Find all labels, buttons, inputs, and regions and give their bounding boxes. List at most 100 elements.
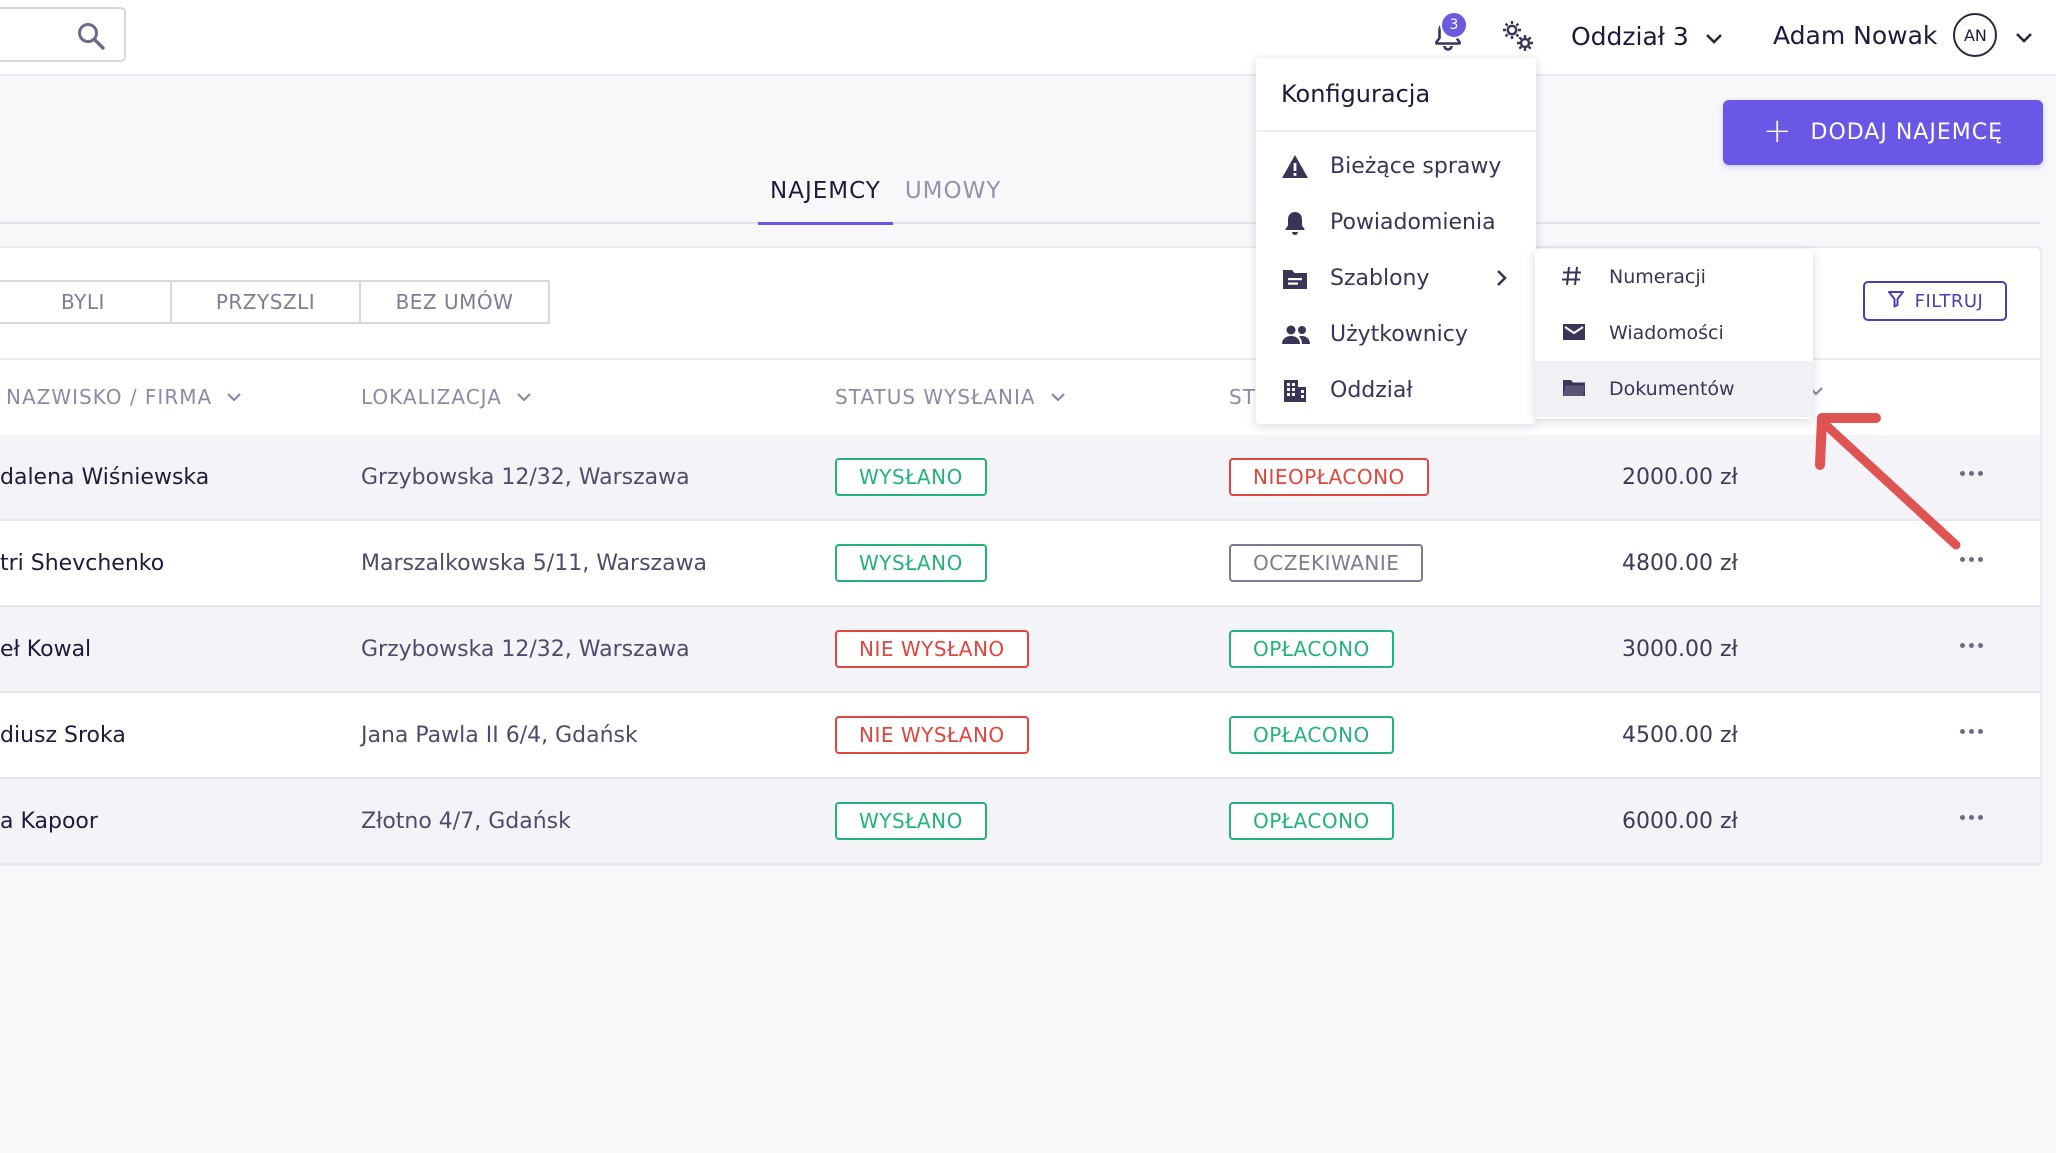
status-segments: BYLI PRZYSZLI BEZ UMÓW	[0, 280, 550, 324]
add-tenant-button[interactable]: + DODAJ NAJEMCĘ	[1723, 100, 2043, 165]
config-menu-title: Konfiguracja	[1281, 80, 1431, 108]
column-payment-status[interactable]: ST	[1229, 385, 1256, 409]
column-send-status[interactable]: STATUS WYSŁANIA	[835, 385, 1066, 409]
table-row[interactable]: eł Kowal Grzybowska 12/32, Warszawa NIE …	[0, 607, 2040, 693]
submenu-item-label: Numeracji	[1609, 266, 1706, 288]
menu-item-label: Powiadomienia	[1330, 209, 1496, 235]
warning-icon	[1281, 153, 1309, 181]
rent-amount: 4800.00 zł	[1622, 550, 1738, 576]
branch-label: Oddział 3	[1571, 21, 1689, 51]
building-icon	[1281, 377, 1309, 405]
tenant-name: dalena Wiśniewska	[0, 464, 210, 490]
chevron-right-icon	[1496, 268, 1508, 293]
menu-item-label: Bieżące sprawy	[1330, 153, 1502, 179]
submenu-item-label: Wiadomości	[1609, 322, 1724, 344]
submenu-item-messages[interactable]: Wiadomości	[1535, 305, 1813, 361]
table-row[interactable]: tri Shevchenko Marszalkowska 5/11, Warsz…	[0, 521, 2040, 607]
tenant-name: diusz Sroka	[0, 722, 126, 748]
segment-future[interactable]: PRZYSZLI	[170, 280, 361, 324]
table-row[interactable]: diusz Sroka Jana Pawla II 6/4, Gdańsk NI…	[0, 693, 2040, 779]
row-actions-icon[interactable]	[1960, 471, 1983, 476]
rent-amount: 2000.00 zł	[1622, 464, 1738, 490]
user-name: Adam Nowak	[1773, 20, 1938, 50]
payment-status-badge: OCZEKIWANIE	[1229, 544, 1424, 582]
payment-status-badge: OPŁACONO	[1229, 716, 1394, 754]
menu-item-label: Szablony	[1330, 265, 1430, 291]
gears-icon[interactable]	[1500, 18, 1536, 54]
chevron-down-icon	[1705, 22, 1723, 51]
tenant-name: eł Kowal	[0, 636, 92, 662]
templates-submenu: Numeracji Wiadomości Dokumentów	[1535, 249, 1813, 419]
table-row[interactable]: a Kapoor Złotno 4/7, Gdańsk WYSŁANO OPŁA…	[0, 779, 2040, 865]
bell-icon	[1281, 209, 1309, 237]
tenant-location: Złotno 4/7, Gdańsk	[361, 808, 571, 834]
search-input[interactable]	[6, 19, 70, 53]
submenu-item-label: Dokumentów	[1609, 378, 1735, 400]
rent-amount: 3000.00 zł	[1622, 636, 1738, 662]
submenu-item-documents[interactable]: Dokumentów	[1535, 361, 1813, 417]
payment-status-badge: NIEOPŁACONO	[1229, 458, 1429, 496]
tab-contracts[interactable]: UMOWY	[904, 178, 1002, 204]
search-box[interactable]	[0, 7, 126, 62]
chevron-down-icon	[2015, 21, 2033, 50]
tenant-location: Marszalkowska 5/11, Warszawa	[361, 550, 708, 576]
chevron-down-icon	[227, 393, 241, 402]
config-menu: Konfiguracja Bieżące sprawy Powiadomieni…	[1256, 58, 1536, 424]
tenant-location: Jana Pawla II 6/4, Gdańsk	[361, 722, 638, 748]
tabs: NAJEMCY UMOWY	[758, 170, 1013, 225]
column-location[interactable]: LOKALIZACJA	[361, 385, 532, 409]
mail-icon	[1561, 321, 1587, 345]
filter-button[interactable]: FILTRUJ	[1863, 281, 2007, 321]
menu-divider	[1256, 130, 1536, 132]
menu-item-templates[interactable]: Szablony	[1256, 250, 1536, 306]
payment-status-badge: OPŁACONO	[1229, 630, 1394, 668]
column-payment-status-label: ST	[1229, 385, 1256, 409]
filter-label: FILTRUJ	[1914, 290, 1984, 312]
branch-selector[interactable]: Oddział 3	[1571, 16, 1723, 56]
hash-icon	[1561, 265, 1587, 289]
folder-document-icon	[1281, 265, 1309, 293]
tabs-divider	[0, 222, 2040, 224]
row-actions-icon[interactable]	[1960, 557, 1983, 562]
submenu-item-numbering[interactable]: Numeracji	[1535, 249, 1813, 305]
tenant-name: a Kapoor	[0, 808, 98, 834]
menu-item-users[interactable]: Użytkownicy	[1256, 306, 1536, 362]
send-status-badge: WYSŁANO	[835, 802, 987, 840]
column-send-status-label: STATUS WYSŁANIA	[835, 385, 1036, 409]
chevron-down-icon	[517, 393, 531, 402]
menu-item-branch[interactable]: Oddział	[1256, 362, 1536, 418]
payment-status-badge: OPŁACONO	[1229, 802, 1394, 840]
add-tenant-label: DODAJ NAJEMCĘ	[1810, 120, 2003, 145]
rent-amount: 6000.00 zł	[1622, 808, 1738, 834]
tenant-location: Grzybowska 12/32, Warszawa	[361, 636, 690, 662]
send-status-badge: NIE WYSŁANO	[835, 716, 1029, 754]
column-location-label: LOKALIZACJA	[361, 385, 502, 409]
segment-no-contracts[interactable]: BEZ UMÓW	[359, 280, 550, 324]
row-actions-icon[interactable]	[1960, 729, 1983, 734]
folder-icon	[1561, 377, 1587, 401]
row-actions-icon[interactable]	[1960, 815, 1983, 820]
send-status-badge: WYSŁANO	[835, 544, 987, 582]
user-menu[interactable]: Adam Nowak AN	[1773, 10, 2033, 60]
column-name-label: NAZWISKO / FIRMA	[6, 385, 213, 409]
menu-item-label: Użytkownicy	[1330, 321, 1468, 347]
notification-count-badge: 3	[1440, 11, 1468, 39]
row-actions-icon[interactable]	[1960, 643, 1983, 648]
tenant-location: Grzybowska 12/32, Warszawa	[361, 464, 690, 490]
menu-item-current-cases[interactable]: Bieżące sprawy	[1256, 138, 1536, 194]
search-icon[interactable]	[76, 21, 106, 55]
chevron-down-icon	[1050, 393, 1065, 402]
plus-icon: +	[1763, 110, 1793, 151]
tab-tenants[interactable]: NAJEMCY	[758, 170, 893, 225]
table-row[interactable]: dalena Wiśniewska Grzybowska 12/32, Wars…	[0, 435, 2040, 521]
menu-item-label: Oddział	[1330, 377, 1413, 403]
menu-item-notifications[interactable]: Powiadomienia	[1256, 194, 1536, 250]
column-name[interactable]: NAZWISKO / FIRMA	[6, 385, 242, 409]
send-status-badge: NIE WYSŁANO	[835, 630, 1029, 668]
users-icon	[1281, 321, 1310, 349]
segment-former[interactable]: BYLI	[0, 280, 172, 324]
send-status-badge: WYSŁANO	[835, 458, 987, 496]
filter-icon	[1887, 290, 1905, 313]
avatar: AN	[1953, 13, 1998, 57]
rent-amount: 4500.00 zł	[1622, 722, 1738, 748]
